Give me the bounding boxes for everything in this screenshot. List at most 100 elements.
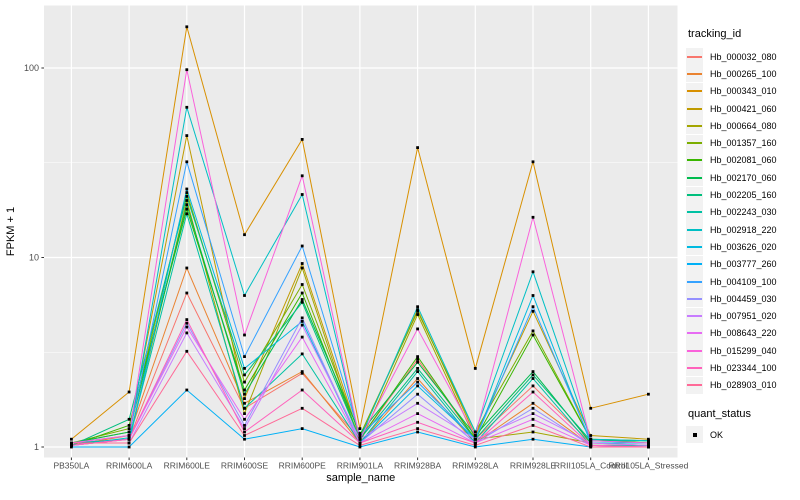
data-point xyxy=(185,388,189,392)
data-point xyxy=(300,291,304,295)
series-color-line-icon xyxy=(687,194,702,197)
legend-item-Hb_023344_100: Hb_023344_100 xyxy=(686,359,798,377)
legend-item-Hb_028903_010: Hb_028903_010 xyxy=(686,376,798,394)
data-point xyxy=(531,424,535,427)
data-point xyxy=(589,445,593,449)
legend-key xyxy=(686,48,703,66)
data-point xyxy=(185,325,189,329)
legend-item-Hb_007951_020: Hb_007951_020 xyxy=(686,307,798,325)
data-point xyxy=(531,215,535,219)
data-point xyxy=(243,333,246,337)
data-point xyxy=(300,298,304,301)
legend-item-label: Hb_015299_040 xyxy=(710,345,777,356)
data-point xyxy=(185,105,189,109)
data-point xyxy=(185,134,189,137)
legend-item-Hb_015299_040: Hb_015299_040 xyxy=(686,342,798,360)
data-point xyxy=(416,367,419,370)
legend-item-label: Hb_007951_020 xyxy=(710,311,777,322)
legend-item-label: OK xyxy=(710,429,724,440)
data-point xyxy=(300,388,304,392)
data-point xyxy=(243,294,246,297)
y-tick-label: 100 xyxy=(24,63,39,73)
x-tick-label: RRIM600PE xyxy=(279,461,327,471)
legend-item-Hb_008643_220: Hb_008643_220 xyxy=(686,324,798,342)
data-point xyxy=(127,441,131,445)
series-color-line-icon xyxy=(687,107,702,110)
data-point xyxy=(243,401,246,405)
data-point xyxy=(300,352,304,356)
data-point xyxy=(243,406,246,410)
x-tick-label: RRIM928LE xyxy=(510,461,557,471)
data-point xyxy=(416,430,419,434)
x-tick-label: RRIM600SE xyxy=(221,461,269,471)
data-point xyxy=(185,318,189,321)
legend-key xyxy=(686,342,703,360)
legend-item-Hb_000664_080: Hb_000664_080 xyxy=(686,117,798,135)
data-point xyxy=(300,335,304,339)
data-point xyxy=(300,320,304,323)
series-color-line-icon xyxy=(687,90,702,93)
legend-item-Hb_004459_030: Hb_004459_030 xyxy=(686,290,798,308)
series-color-line-icon xyxy=(687,159,702,162)
legend-item-label: Hb_004459_030 xyxy=(710,293,777,304)
data-point xyxy=(647,437,650,441)
data-point xyxy=(531,401,535,405)
x-axis-title: sample_name xyxy=(326,472,395,484)
data-point xyxy=(185,25,189,29)
series-color-line-icon xyxy=(687,124,702,127)
x-tick-label: RRII105LA_Control xyxy=(554,461,628,471)
data-point xyxy=(589,437,593,441)
legend-item-Hb_000421_060: Hb_000421_060 xyxy=(686,100,798,118)
legend-key xyxy=(686,151,703,169)
series-color-line-icon xyxy=(687,245,702,248)
data-point xyxy=(127,427,131,430)
legend-item-label: Hb_023344_100 xyxy=(710,362,777,373)
data-point xyxy=(531,406,535,410)
series-color-line-icon xyxy=(687,332,702,335)
data-point xyxy=(300,244,304,248)
legend-key xyxy=(686,307,703,325)
data-point xyxy=(473,437,477,441)
legend-key xyxy=(686,169,703,187)
legend-item-label: Hb_002243_030 xyxy=(710,207,777,218)
data-point xyxy=(647,444,650,447)
data-point xyxy=(358,445,362,449)
data-point xyxy=(416,370,419,373)
data-point xyxy=(358,444,362,447)
series-color-line-icon xyxy=(687,349,702,352)
legend-item-label: Hb_008643_220 xyxy=(710,328,777,339)
data-point xyxy=(185,321,189,325)
legend-key xyxy=(686,376,703,394)
data-point xyxy=(531,437,535,441)
data-point xyxy=(416,309,419,313)
legend-key xyxy=(686,203,703,221)
legend-item-Hb_000265_100: Hb_000265_100 xyxy=(686,65,798,83)
legend-item-Hb_000343_010: Hb_000343_010 xyxy=(686,82,798,100)
data-point xyxy=(416,401,419,405)
data-point xyxy=(300,193,304,196)
data-point xyxy=(531,370,535,373)
data-point xyxy=(243,424,246,427)
legend-item-label: Hb_000265_100 xyxy=(710,68,777,79)
data-point xyxy=(416,377,419,380)
data-point xyxy=(647,441,650,445)
data-point xyxy=(416,380,419,384)
data-point xyxy=(531,412,535,415)
data-point xyxy=(185,207,189,211)
legend-item-label: Hb_002205_160 xyxy=(710,190,777,201)
data-point xyxy=(300,138,304,141)
legend-key xyxy=(686,238,703,256)
legend-key xyxy=(686,324,703,342)
series-color-line-icon xyxy=(687,315,702,318)
data-point xyxy=(300,262,304,265)
data-point xyxy=(589,434,593,437)
data-point xyxy=(589,441,593,445)
series-color-line-icon xyxy=(687,384,702,387)
data-point xyxy=(185,191,189,194)
data-point xyxy=(473,430,477,434)
data-point xyxy=(358,434,362,437)
black-square-point-icon xyxy=(692,432,697,437)
legend-item-label: Hb_002081_060 xyxy=(710,155,777,166)
series-color-line-icon xyxy=(687,280,702,283)
